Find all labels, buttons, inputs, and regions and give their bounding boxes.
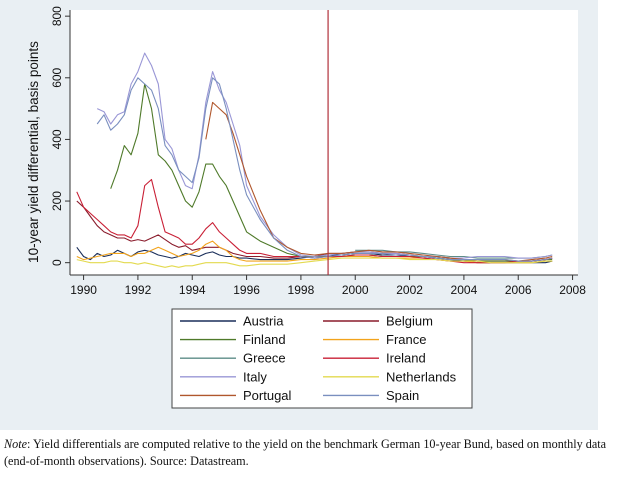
y-tick-label: 0 xyxy=(50,259,64,266)
y-tick-label: 400 xyxy=(50,129,64,149)
note-label: Note xyxy=(4,437,28,451)
x-tick-label: 2004 xyxy=(451,283,478,297)
legend-label-finland: Finland xyxy=(243,332,286,347)
legend-label-greece: Greece xyxy=(243,351,286,366)
chart-panel: 0 200 400 600 800 1990 1992 1994 1996 1998 2000 20… xyxy=(0,0,598,430)
x-tick-label: 1990 xyxy=(70,283,97,297)
legend: Austria Belgium Finland France Greece Ireland… xyxy=(180,314,457,403)
y-tick-label: 800 xyxy=(50,6,64,26)
x-tick-label: 2002 xyxy=(396,283,423,297)
legend-label-italy: Italy xyxy=(243,369,267,384)
x-tick-label: 1994 xyxy=(179,283,206,297)
note-paragraph: Note: Yield differentials are computed r… xyxy=(4,436,616,470)
series-line-italy xyxy=(96,52,553,259)
legend-label-ireland: Ireland xyxy=(386,351,426,366)
x-tick-label: 2006 xyxy=(505,283,532,297)
line-chart: 0 200 400 600 800 1990 1992 1994 1996 1998 2000 20… xyxy=(26,6,586,409)
legend-label-belgium: Belgium xyxy=(386,314,433,329)
x-tick-label: 1992 xyxy=(125,283,152,297)
x-tick-label: 2000 xyxy=(342,283,369,297)
legend-label-austria: Austria xyxy=(243,314,284,329)
series-line-spain xyxy=(96,77,553,262)
plot-area xyxy=(70,10,578,275)
x-ticks: 1990 1992 1994 1996 1998 2000 2002 2004 2006 2008 xyxy=(70,275,586,297)
legend-label-netherlands: Netherlands xyxy=(386,369,457,384)
x-tick-label: 1996 xyxy=(233,283,260,297)
x-tick-label: 2008 xyxy=(559,283,586,297)
note-text: : Yield differentials are computed relat… xyxy=(4,437,607,468)
series-lines xyxy=(76,52,553,268)
y-axis-label: 10-year yield differential, basis points xyxy=(26,41,41,263)
y-tick-label: 600 xyxy=(50,67,64,87)
legend-label-spain: Spain xyxy=(386,388,419,403)
legend-label-portugal: Portugal xyxy=(243,388,292,403)
series-line-netherlands xyxy=(76,257,553,268)
y-ticks: 0 200 400 600 800 xyxy=(50,6,70,266)
legend-label-france: France xyxy=(386,332,426,347)
y-tick-label: 200 xyxy=(50,191,64,211)
x-tick-label: 1998 xyxy=(288,283,315,297)
